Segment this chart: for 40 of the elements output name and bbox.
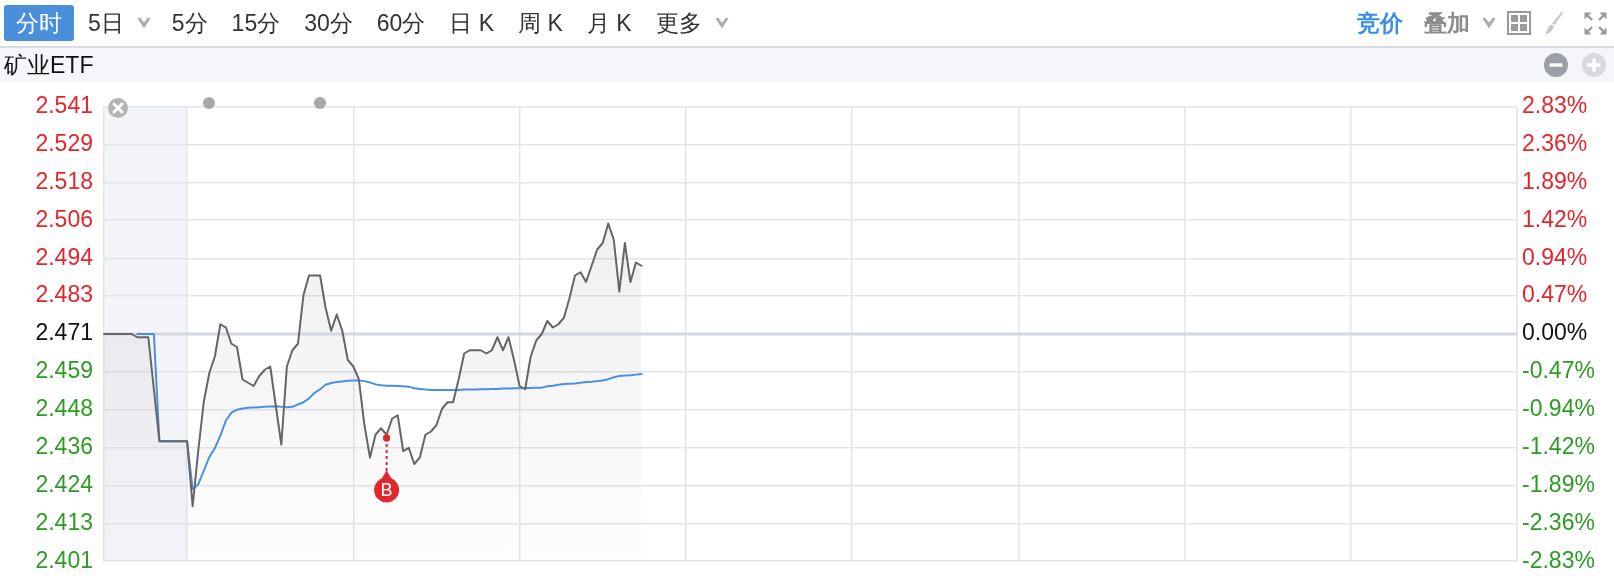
text: 日 K (449, 8, 495, 38)
y-tick-label: 2.413 (35, 508, 93, 535)
text: 叠加 (1424, 8, 1470, 38)
y2-tick-label: -2.36% (1522, 508, 1595, 535)
text: 竞价 (1357, 8, 1403, 38)
data-label: B (380, 479, 393, 500)
text: 更多 (655, 8, 702, 38)
y2-tick-label: 1.42% (1522, 205, 1588, 232)
y-tick-label: 2.494 (35, 243, 94, 270)
y2-tick-label: -2.83% (1522, 546, 1595, 573)
text: 5日 (88, 8, 124, 38)
text: 5分 (171, 8, 208, 38)
y-tick-label: 2.541 (35, 92, 93, 119)
text: 月 K (586, 8, 632, 38)
y-tick-label: 2.448 (35, 395, 93, 422)
text: 30分 (304, 8, 353, 38)
y2-tick-label: 2.36% (1522, 130, 1588, 157)
text: 15分 (231, 8, 281, 38)
y-tick-label: 2.436 (35, 433, 93, 460)
y2-tick-label: -1.42% (1522, 432, 1595, 459)
tab-button: 分时 (4, 5, 74, 41)
y-tick-label: 2.424 (35, 470, 94, 497)
y2-tick-label: -0.94% (1522, 395, 1595, 422)
y2-tick-label: 0.00% (1522, 319, 1588, 346)
y2-tick-label: -1.89% (1522, 470, 1595, 497)
chart-title: 矿业ETF (4, 52, 94, 78)
y2-tick-label: 1.89% (1522, 167, 1588, 194)
y2-tick-label: 2.83% (1522, 92, 1588, 119)
y2-tick-label: -0.47% (1522, 357, 1595, 384)
y-tick-label: 2.529 (35, 129, 93, 156)
y-tick-label: 2.483 (35, 281, 93, 308)
y-tick-label: 2.506 (35, 205, 93, 232)
y-tick-label: 2.518 (35, 167, 93, 194)
y2-tick-label: 0.47% (1522, 281, 1588, 308)
text: 周 K (518, 8, 563, 38)
y-tick-label: 2.459 (35, 357, 93, 384)
y2-tick-label: 0.94% (1522, 243, 1588, 270)
y-tick-label: 2.401 (35, 546, 93, 573)
y-tick-label: 2.471 (35, 319, 93, 346)
text: 60分 (376, 8, 426, 38)
